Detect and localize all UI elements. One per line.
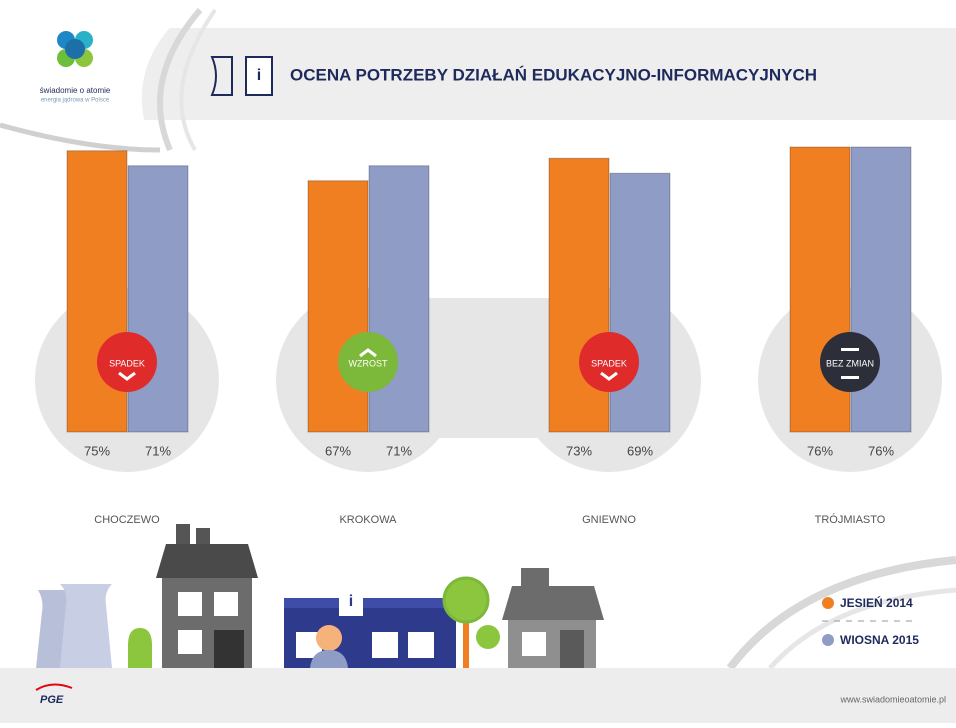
value-label: 76% xyxy=(807,443,833,458)
svg-text:i: i xyxy=(257,67,261,84)
change-label: SPADEK xyxy=(109,358,145,368)
legend-swatch xyxy=(822,634,834,646)
bar xyxy=(308,181,368,432)
bar xyxy=(549,158,609,432)
value-label: 67% xyxy=(325,443,351,458)
category-label: KROKOWA xyxy=(339,514,397,526)
value-label: 75% xyxy=(84,443,110,458)
change-icon xyxy=(841,376,859,379)
category-label: TRÓJMIASTO xyxy=(815,513,886,526)
bar xyxy=(369,166,429,432)
footer-brand: PGE xyxy=(40,694,64,706)
svg-text:i: i xyxy=(349,593,353,610)
footer-band xyxy=(0,668,956,723)
value-label: 71% xyxy=(145,443,171,458)
infographic: świadomie o atomie energia jądrowa w Pol… xyxy=(0,0,956,723)
logo-name: świadomie o atomie xyxy=(40,86,111,95)
bar xyxy=(128,166,188,432)
legend-swatch xyxy=(822,597,834,609)
plot: 75% 71% CHOCZEWO SPADEK 67% 71% KROKOWA WZROST 7… xyxy=(35,147,942,526)
change-label: WZROST xyxy=(349,358,388,368)
category-label: GNIEWNO xyxy=(582,514,636,526)
value-label: 69% xyxy=(627,443,653,458)
value-label: 73% xyxy=(566,443,592,458)
change-label: BEZ ZMIAN xyxy=(826,358,874,368)
legend-label: WIOSNA 2015 xyxy=(840,633,919,647)
footer-url: www.swiadomieoatomie.pl xyxy=(839,694,946,704)
change-label: SPADEK xyxy=(591,358,627,368)
illustration: i xyxy=(36,524,956,668)
logo-tagline: energia jądrowa w Polsce xyxy=(41,98,110,104)
chart-title: OCENA POTRZEBY DZIAŁAŃ EDUKACYJNO-INFORM… xyxy=(290,65,817,84)
value-label: 71% xyxy=(386,443,412,458)
change-icon xyxy=(841,348,859,351)
legend: JESIEŃ 2014 WIOSNA 2015 xyxy=(822,595,919,647)
category-label: CHOCZEWO xyxy=(94,514,160,526)
bar xyxy=(610,173,670,432)
value-label: 76% xyxy=(868,443,894,458)
legend-label: JESIEŃ 2014 xyxy=(840,595,913,610)
